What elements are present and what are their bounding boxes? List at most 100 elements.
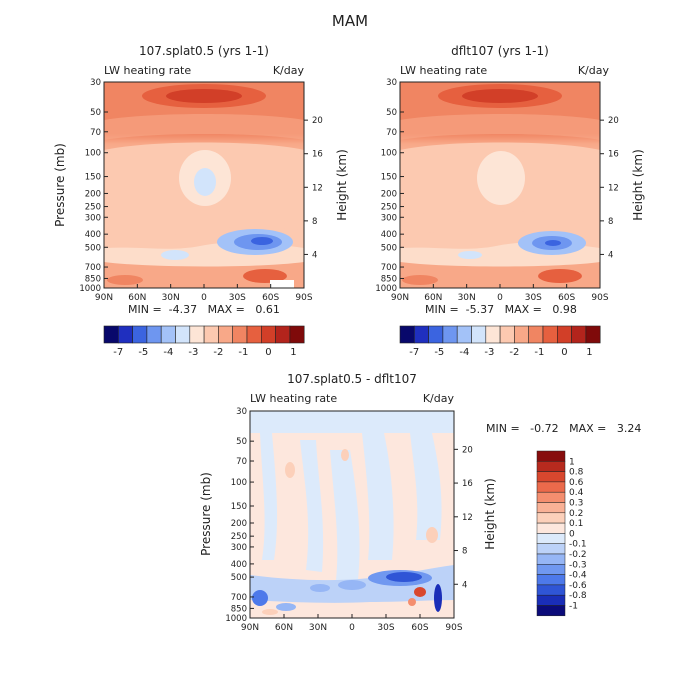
panel-1-axes: 90N 60N 30N 0 30S 60S 90S 30 50 70 100 150 200 250300… (79, 78, 322, 303)
colorbar-box (536, 471, 566, 483)
panel-1-ylabel: Pressure (mb) (53, 143, 67, 227)
y-tick-label: 150 (381, 173, 397, 183)
colorbar-box (571, 325, 587, 344)
y-tick-label: 50 (386, 108, 397, 118)
colorbar-label: 1 (569, 457, 575, 467)
x-tick-label: 90N (95, 293, 113, 303)
colorbar-label: -1 (569, 602, 578, 612)
y-tick-label: 400 (85, 230, 101, 240)
colorbar-label: 0 (569, 529, 575, 539)
y-tick-label: 250 (381, 203, 397, 213)
x-tick-label: 30S (229, 293, 246, 303)
colorbar-label: -0.1 (569, 540, 587, 550)
y-right-tick-label: 12 (608, 183, 619, 193)
x-tick-label: 0 (497, 293, 503, 303)
panel-1-colorbar: -7 -5 -4 -3 -2 -1 0 1 (103, 325, 305, 358)
colorbar-box (536, 481, 566, 493)
colorbar-box (456, 325, 472, 344)
colorbar-label: -1 (534, 347, 544, 358)
colorbar-label: -2 (509, 347, 519, 358)
y-right-tick-label: 12 (312, 183, 323, 193)
y-tick-label: 250 (85, 203, 101, 213)
colorbar-label: -0.8 (569, 591, 587, 601)
colorbar-label: -7 (409, 347, 419, 358)
y-tick-label: 700 (381, 263, 397, 273)
y-tick-label: 500 (85, 243, 101, 253)
colorbar-box (536, 574, 566, 586)
y-right-tick-label: 4 (608, 250, 613, 260)
x-tick-label: 90S (591, 293, 608, 303)
colorbar-box (536, 553, 566, 565)
x-tick-label: 60N (128, 293, 146, 303)
y-right-tick-label: 12 (462, 513, 473, 523)
panel-1-ylabel-right: Height (km) (335, 149, 349, 220)
colorbar-box (275, 325, 291, 344)
colorbar-label: 0.2 (569, 509, 583, 519)
x-tick-label: 90N (241, 623, 259, 633)
panel-2-left-label: LW heating rate (400, 64, 487, 77)
panel-2-colorbar: -7 -5 -4 -3 -2 -1 0 1 (399, 325, 601, 358)
y-right-tick-label: 8 (312, 217, 317, 227)
colorbar-box (536, 594, 566, 606)
y-tick-label: 150 (85, 173, 101, 183)
colorbar-box (536, 461, 566, 472)
colorbar-label: -0.6 (569, 581, 587, 591)
x-tick-label: 60N (275, 623, 293, 633)
y-tick-label: 850 (231, 604, 247, 614)
y-tick-label: 700 (85, 263, 101, 273)
y-tick-label: 70 (386, 128, 397, 138)
colorbar-label: -3 (484, 347, 494, 358)
y-right-tick-label: 16 (608, 150, 619, 160)
panel-2: dflt107 (yrs 1-1) LW heating rate K/day … (375, 44, 645, 358)
x-tick-label: 60S (411, 623, 428, 633)
y-tick-label: 1000 (225, 614, 247, 624)
y-tick-label: 150 (231, 502, 247, 512)
x-tick-label: 0 (349, 623, 355, 633)
y-right-tick-label: 20 (608, 116, 619, 126)
y-tick-label: 30 (386, 78, 397, 88)
y-tick-label: 50 (236, 437, 247, 447)
y-tick-label: 400 (381, 230, 397, 240)
y-right-tick-label: 20 (312, 116, 323, 126)
y-tick-label: 1000 (375, 284, 397, 294)
x-tick-label: 60N (424, 293, 442, 303)
y-tick-label: 850 (85, 274, 101, 284)
panel-2-ylabel-right: Height (km) (631, 149, 645, 220)
colorbar-box (499, 325, 515, 344)
x-tick-label: 30S (377, 623, 394, 633)
y-tick-label: 500 (231, 573, 247, 583)
colorbar-box (536, 522, 566, 534)
x-tick-label: 30N (309, 623, 327, 633)
colorbar-label: -0.3 (569, 560, 587, 570)
y-tick-label: 30 (90, 78, 101, 88)
panel-3-ylabel: Pressure (mb) (199, 472, 213, 556)
colorbar-label: -2 (213, 347, 223, 358)
colorbar-box (399, 325, 415, 344)
x-tick-label: 90S (295, 293, 312, 303)
colorbar-box (189, 325, 205, 344)
colorbar-box (442, 325, 458, 344)
panel-3-units-label: K/day (423, 392, 455, 405)
colorbar-box (536, 584, 566, 596)
colorbar-box (536, 564, 566, 575)
colorbar-box (103, 325, 119, 344)
y-right-tick-label: 16 (462, 479, 473, 489)
colorbar-box (514, 325, 530, 344)
x-tick-label: 60S (262, 293, 279, 303)
y-tick-label: 250 (231, 532, 247, 542)
y-tick-label: 100 (231, 478, 247, 488)
colorbar-box (413, 325, 429, 344)
colorbar-box (528, 325, 544, 344)
panel-3-colorbar: 10.80.60.40.30.20.10-0.1-0.2-0.3-0.4-0.6… (536, 450, 587, 617)
panel-3-title: 107.splat0.5 - dflt107 (287, 372, 417, 386)
colorbar-box (260, 325, 276, 344)
colorbar-label: -4 (163, 347, 173, 358)
colorbar-box (132, 325, 148, 344)
y-right-tick-label: 8 (462, 547, 467, 557)
colorbar-box (232, 325, 248, 344)
x-tick-label: 30S (525, 293, 542, 303)
colorbar-label: 0 (265, 347, 271, 358)
panel-2-axes: 90N 60N 30N 0 30S 60S 90S 30 50 70 100 150 200 250300… (375, 78, 618, 303)
y-tick-label: 200 (231, 519, 247, 529)
x-tick-label: 0 (201, 293, 207, 303)
